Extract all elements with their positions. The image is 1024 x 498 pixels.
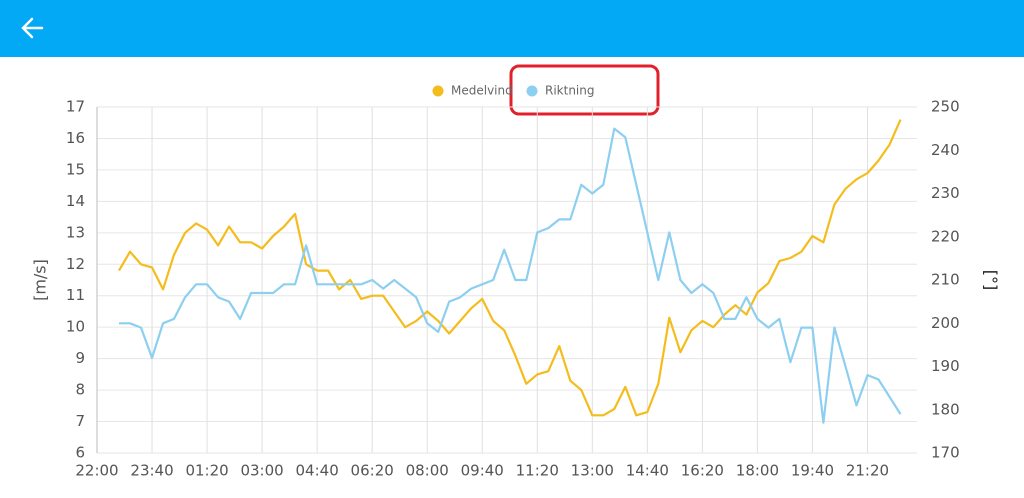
x-tick-label: 01:20 bbox=[185, 462, 228, 480]
x-tick-label: 23:40 bbox=[130, 462, 173, 480]
y2-tick-label: 230 bbox=[931, 184, 960, 202]
y-tick-label: 15 bbox=[66, 160, 85, 178]
legend-marker bbox=[526, 85, 538, 97]
x-tick-label: 16:20 bbox=[681, 462, 724, 480]
x-tick-label: 21:20 bbox=[846, 462, 889, 480]
x-tick-label: 06:20 bbox=[351, 462, 394, 480]
y2-tick-label: 220 bbox=[931, 227, 960, 245]
legend-text: Medelvind bbox=[451, 84, 513, 98]
y2-axis-label: [°] bbox=[982, 270, 1001, 290]
app-bar bbox=[0, 0, 1024, 57]
x-tick-label: 04:40 bbox=[296, 462, 339, 480]
back-button[interactable] bbox=[21, 17, 44, 39]
y2-tick-label: 190 bbox=[931, 357, 960, 375]
y-axis-label: [m/s] bbox=[31, 259, 50, 301]
y-tick-label: 6 bbox=[75, 444, 85, 462]
y-tick-label: 10 bbox=[66, 318, 85, 336]
y2-tick-label: 250 bbox=[931, 98, 960, 116]
x-tick-label: 18:00 bbox=[736, 462, 779, 480]
y-tick-label: 13 bbox=[66, 223, 85, 241]
x-tick-label: 08:00 bbox=[406, 462, 449, 480]
legend-marker bbox=[432, 85, 444, 97]
y-tick-label: 16 bbox=[66, 129, 85, 147]
x-tick-label: 14:40 bbox=[626, 462, 669, 480]
x-tick-label: 22:00 bbox=[75, 462, 118, 480]
y-tick-label: 9 bbox=[75, 349, 85, 367]
x-tick-label: 19:40 bbox=[791, 462, 834, 480]
y-tick-label: 14 bbox=[66, 192, 85, 210]
x-tick-label: 03:00 bbox=[240, 462, 283, 480]
back-arrow[interactable] bbox=[21, 17, 44, 39]
y-tick-label: 12 bbox=[66, 255, 85, 273]
y2-tick-label: 180 bbox=[931, 400, 960, 418]
x-tick-label: 13:00 bbox=[571, 462, 614, 480]
x-tick-label: 11:20 bbox=[516, 462, 559, 480]
y2-tick-label: 200 bbox=[931, 314, 960, 332]
y-tick-label: 8 bbox=[75, 381, 85, 399]
y-tick-label: 7 bbox=[75, 412, 85, 430]
legend-text: Riktning bbox=[545, 84, 595, 98]
y2-tick-label: 210 bbox=[931, 271, 960, 289]
series-line bbox=[118, 119, 902, 417]
x-tick-label: 09:40 bbox=[461, 462, 504, 480]
series-line bbox=[119, 127, 902, 424]
y-tick-label: 17 bbox=[66, 98, 85, 116]
y2-tick-label: 170 bbox=[931, 444, 960, 462]
y2-tick-label: 240 bbox=[931, 141, 960, 159]
y-tick-label: 11 bbox=[66, 286, 85, 304]
highlight-box bbox=[509, 64, 660, 116]
